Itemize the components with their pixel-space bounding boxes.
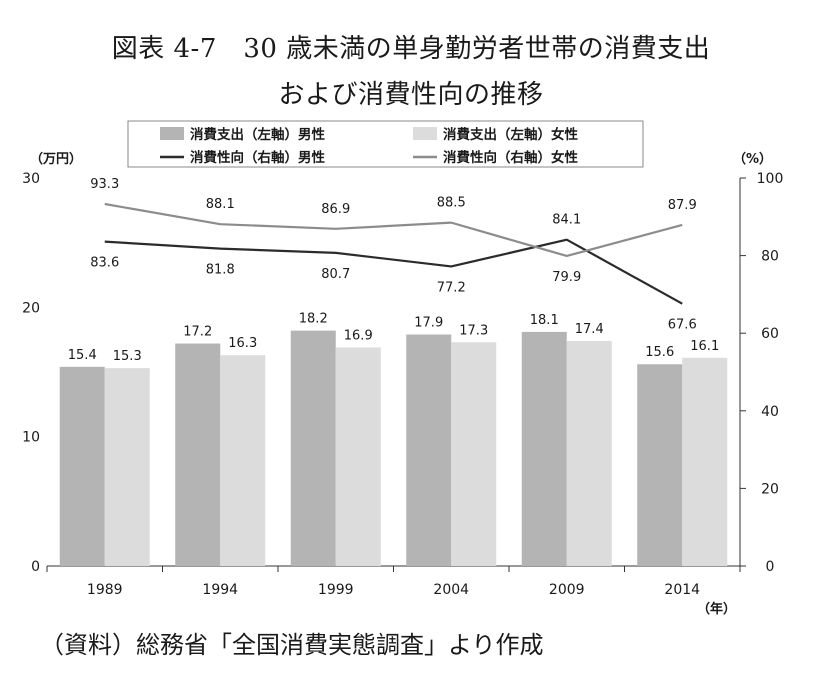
x-tick-label: 2009 <box>549 582 585 598</box>
line-data-label: 93.3 <box>90 177 119 192</box>
line-series-group <box>104 202 683 305</box>
bar-male <box>175 343 221 566</box>
bar-data-label: 15.6 <box>645 345 674 360</box>
bar-female <box>104 368 150 566</box>
x-tick-label: 1999 <box>318 582 354 598</box>
bar-data-label: 18.1 <box>530 313 559 328</box>
bar-data-label: 17.4 <box>575 322 604 337</box>
bar-female <box>335 347 381 566</box>
y-right-tick-label: 40 <box>761 404 779 420</box>
bar-series-group <box>59 330 728 566</box>
bar-male <box>637 364 683 566</box>
y-right-tick-label: 80 <box>761 249 779 265</box>
bar-data-label: 16.9 <box>344 328 373 343</box>
line-data-label: 84.1 <box>552 213 581 228</box>
legend-box <box>127 120 644 168</box>
y-left-tick-label: 0 <box>31 559 40 575</box>
bar-data-label: 16.3 <box>228 336 257 351</box>
bar-female <box>220 355 266 566</box>
bar-male <box>521 331 567 566</box>
bar-male <box>290 330 336 566</box>
x-axis-label: （年） <box>697 601 736 617</box>
legend-label: 消費支出（左軸）女性 <box>443 126 578 143</box>
y-right-tick-label: 0 <box>766 559 775 575</box>
chart-title-line-2: および消費性向の推移 <box>278 80 544 110</box>
x-tick-label: 1994 <box>202 582 238 598</box>
bar-data-label: 17.9 <box>414 315 443 330</box>
line-data-label: 81.8 <box>206 263 235 278</box>
line-data-label: 80.7 <box>321 267 350 282</box>
legend-swatch-bar <box>160 127 184 140</box>
x-tick-label: 2004 <box>433 582 469 598</box>
y-right-tick-label: 20 <box>761 481 779 497</box>
line-data-label: 86.9 <box>321 202 350 217</box>
y-left-tick-label: 10 <box>22 430 40 446</box>
bar-male <box>59 366 105 566</box>
bar-data-label: 17.3 <box>459 323 488 338</box>
data-labels-group: 15.4 17.2 18.2 17.9 18.1 15.6 15.3 16.3 16.9 17.3… <box>68 177 719 364</box>
line-data-label: 77.2 <box>437 280 466 295</box>
y-right-axis-label: （%） <box>733 151 772 167</box>
line-data-label: 87.9 <box>668 198 697 213</box>
y-left-tick-label: 20 <box>22 300 40 316</box>
chart-title-line-1: 図表 4-7 30 歳未満の単身勤労者世帯の消費支出 <box>111 34 711 64</box>
y-right-tick-label: 60 <box>761 326 779 342</box>
line-data-label: 83.6 <box>90 256 119 271</box>
y-left-tick-label: 30 <box>22 171 40 187</box>
bar-data-label: 15.3 <box>113 349 142 364</box>
line-data-label: 67.6 <box>668 318 697 333</box>
legend-label: 消費性向（右軸）男性 <box>190 149 325 166</box>
bar-male <box>406 334 452 566</box>
line-data-label: 88.5 <box>437 196 466 211</box>
bar-data-label: 17.2 <box>183 325 212 340</box>
legend-label: 消費性向（右軸）女性 <box>443 149 578 166</box>
x-tick-label: 1989 <box>87 582 123 598</box>
line-female <box>104 202 683 258</box>
bar-female <box>451 342 497 566</box>
y-left-axis-label: （万円） <box>30 151 82 167</box>
y-right-tick-label: 100 <box>757 171 784 187</box>
bar-data-label: 16.1 <box>690 339 719 354</box>
legend-label: 消費支出（左軸）男性 <box>190 126 325 143</box>
bar-female <box>682 357 728 566</box>
legend-swatch-bar <box>413 127 437 140</box>
bar-female <box>566 340 612 566</box>
bar-data-label: 15.4 <box>68 348 97 363</box>
x-tick-label: 2014 <box>664 582 700 598</box>
line-data-label: 79.9 <box>552 270 581 285</box>
line-data-label: 88.1 <box>206 197 235 212</box>
chart-axes: 0 10 20 30 0 20 40 60 80 100 1989 1994 1999 2004 2009 2… <box>22 171 783 598</box>
source-note: （資料）総務省「全国消費実態調査」より作成 <box>40 631 544 659</box>
bar-data-label: 18.2 <box>299 312 328 327</box>
